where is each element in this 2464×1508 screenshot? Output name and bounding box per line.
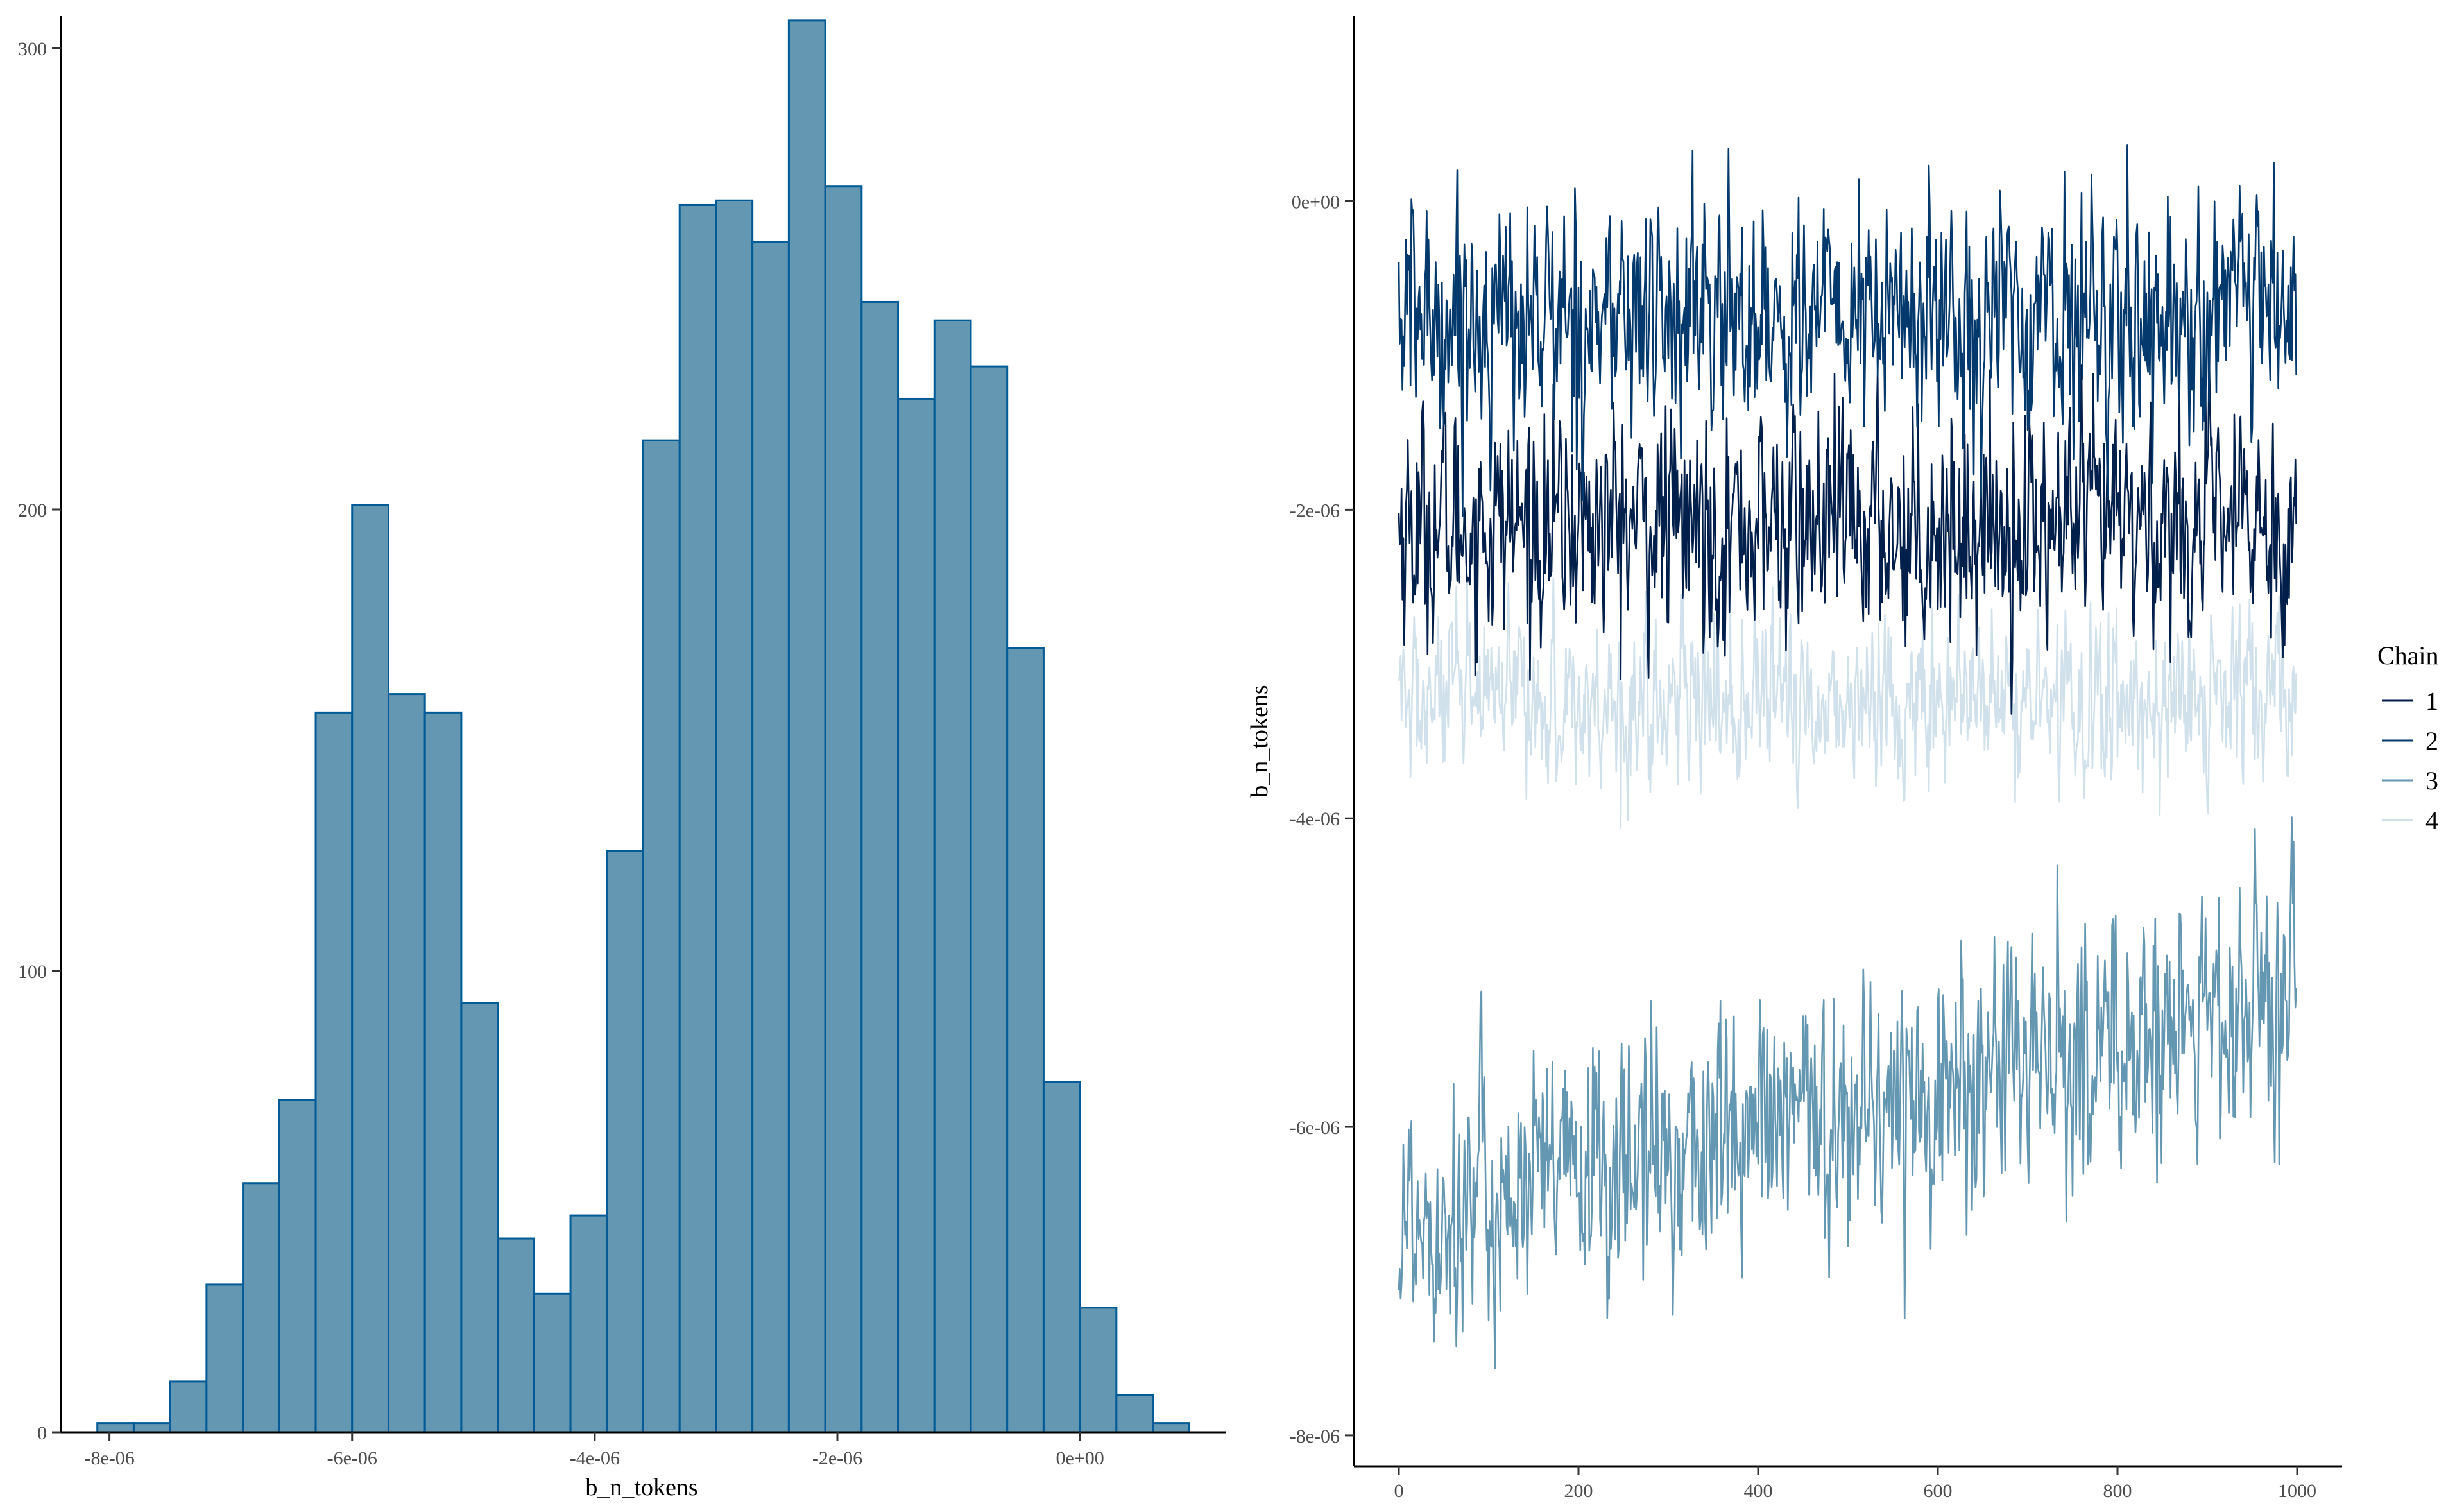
trace-x-tick-label: 800: [2103, 1480, 2132, 1502]
legend-items: 1 2 3 4: [2382, 687, 2438, 835]
histogram-bars: [96, 19, 1190, 1434]
histogram-x-ticks: -8e-06 -6e-06 -4e-06 -2e-06 0e+00: [84, 1432, 1104, 1469]
histogram-x-tick-label: -4e-06: [570, 1448, 620, 1469]
histogram-y-tick-label: 100: [18, 961, 47, 982]
histogram-bar: [96, 1422, 135, 1434]
histogram-bar: [678, 203, 717, 1434]
histogram-y-tick-label: 200: [18, 500, 47, 521]
histogram-bar: [824, 185, 863, 1434]
histogram-bar: [132, 1422, 171, 1434]
histogram-bar: [351, 504, 389, 1434]
histogram-bar: [1115, 1394, 1154, 1434]
histogram-bar: [460, 1002, 499, 1434]
histogram-x-axis-title: b_n_tokens: [585, 1474, 697, 1501]
histogram-bar: [606, 850, 644, 1434]
histogram-bar: [242, 1182, 280, 1434]
histogram-bar: [387, 693, 426, 1434]
histogram-bar: [424, 711, 463, 1434]
histogram-bar: [970, 365, 1009, 1434]
histogram-bar: [715, 199, 754, 1434]
trace-x-tick-label: 0: [1394, 1480, 1404, 1502]
histogram-y-ticks: 0 100 200 300: [18, 39, 61, 1444]
trace-x-ticks: 0 200 400 600 800 1000: [1394, 1466, 2316, 1502]
histogram-x-tick-label: -2e-06: [812, 1448, 862, 1469]
histogram-x-tick-label: -6e-06: [327, 1448, 377, 1469]
trace-x-tick-label: 400: [1744, 1480, 1773, 1502]
histogram-x-tick-label: 0e+00: [1056, 1448, 1104, 1469]
histogram-bar: [533, 1292, 572, 1434]
histogram-x-tick-label: -8e-06: [84, 1448, 134, 1469]
legend-title: Chain: [2377, 641, 2439, 670]
legend-label-chain-3: 3: [2426, 766, 2438, 795]
histogram-bar: [314, 711, 354, 1434]
histogram-bar: [787, 19, 826, 1434]
histogram-bar: [1079, 1307, 1118, 1434]
trace-x-tick-label: 600: [1924, 1480, 1953, 1502]
histogram-bar: [642, 439, 681, 1434]
trace-y-axis-title: b_n_tokens: [1246, 685, 1273, 797]
histogram-bar: [205, 1283, 244, 1434]
legend-label-chain-1: 1: [2426, 687, 2438, 715]
trace-y-tick-label: -6e-06: [1290, 1117, 1340, 1138]
histogram-bar: [751, 241, 790, 1434]
legend-label-chain-4: 4: [2426, 806, 2438, 835]
trace-y-tick-label: -2e-06: [1290, 500, 1340, 521]
histogram-bar: [569, 1214, 608, 1434]
histogram-bar: [1006, 647, 1045, 1434]
histogram-bar: [169, 1380, 208, 1434]
legend-label-chain-2: 2: [2426, 726, 2438, 755]
histogram-bar: [278, 1099, 317, 1434]
trace-line-chain-3: [1398, 816, 2297, 1369]
trace-plot-panel: 0 200 400 600 800 1000 0e+00 -2e-06 -4e-06 -6e-0…: [1246, 16, 2342, 1502]
histogram-bar: [497, 1237, 535, 1434]
histogram-y-tick-label: 0: [37, 1423, 47, 1444]
trace-x-tick-label: 200: [1564, 1480, 1593, 1502]
chain-legend: Chain 1 2 3 4: [2377, 641, 2439, 835]
trace-line-chain-1: [1398, 352, 2297, 715]
histogram-bar: [933, 319, 972, 1434]
trace-y-tick-label: -4e-06: [1290, 809, 1340, 830]
trace-x-tick-label: 1000: [2278, 1480, 2316, 1502]
trace-series-lines: [1398, 144, 2297, 1369]
trace-y-ticks: 0e+00 -2e-06 -4e-06 -6e-06 -8e-06: [1290, 192, 1354, 1447]
trace-line-chain-2: [1398, 144, 2297, 517]
histogram-y-tick-label: 300: [18, 39, 47, 60]
histogram-bar: [1152, 1422, 1190, 1434]
trace-line-chain-4: [1398, 576, 2297, 829]
trace-y-tick-label: -8e-06: [1290, 1426, 1340, 1447]
histogram-bar: [860, 300, 900, 1434]
histogram-bar: [1042, 1081, 1081, 1434]
histogram-bar: [897, 397, 936, 1434]
trace-y-tick-label: 0e+00: [1292, 192, 1340, 213]
histogram-panel: -8e-06 -6e-06 -4e-06 -2e-06 0e+00 0 100 200 300…: [18, 16, 1226, 1501]
